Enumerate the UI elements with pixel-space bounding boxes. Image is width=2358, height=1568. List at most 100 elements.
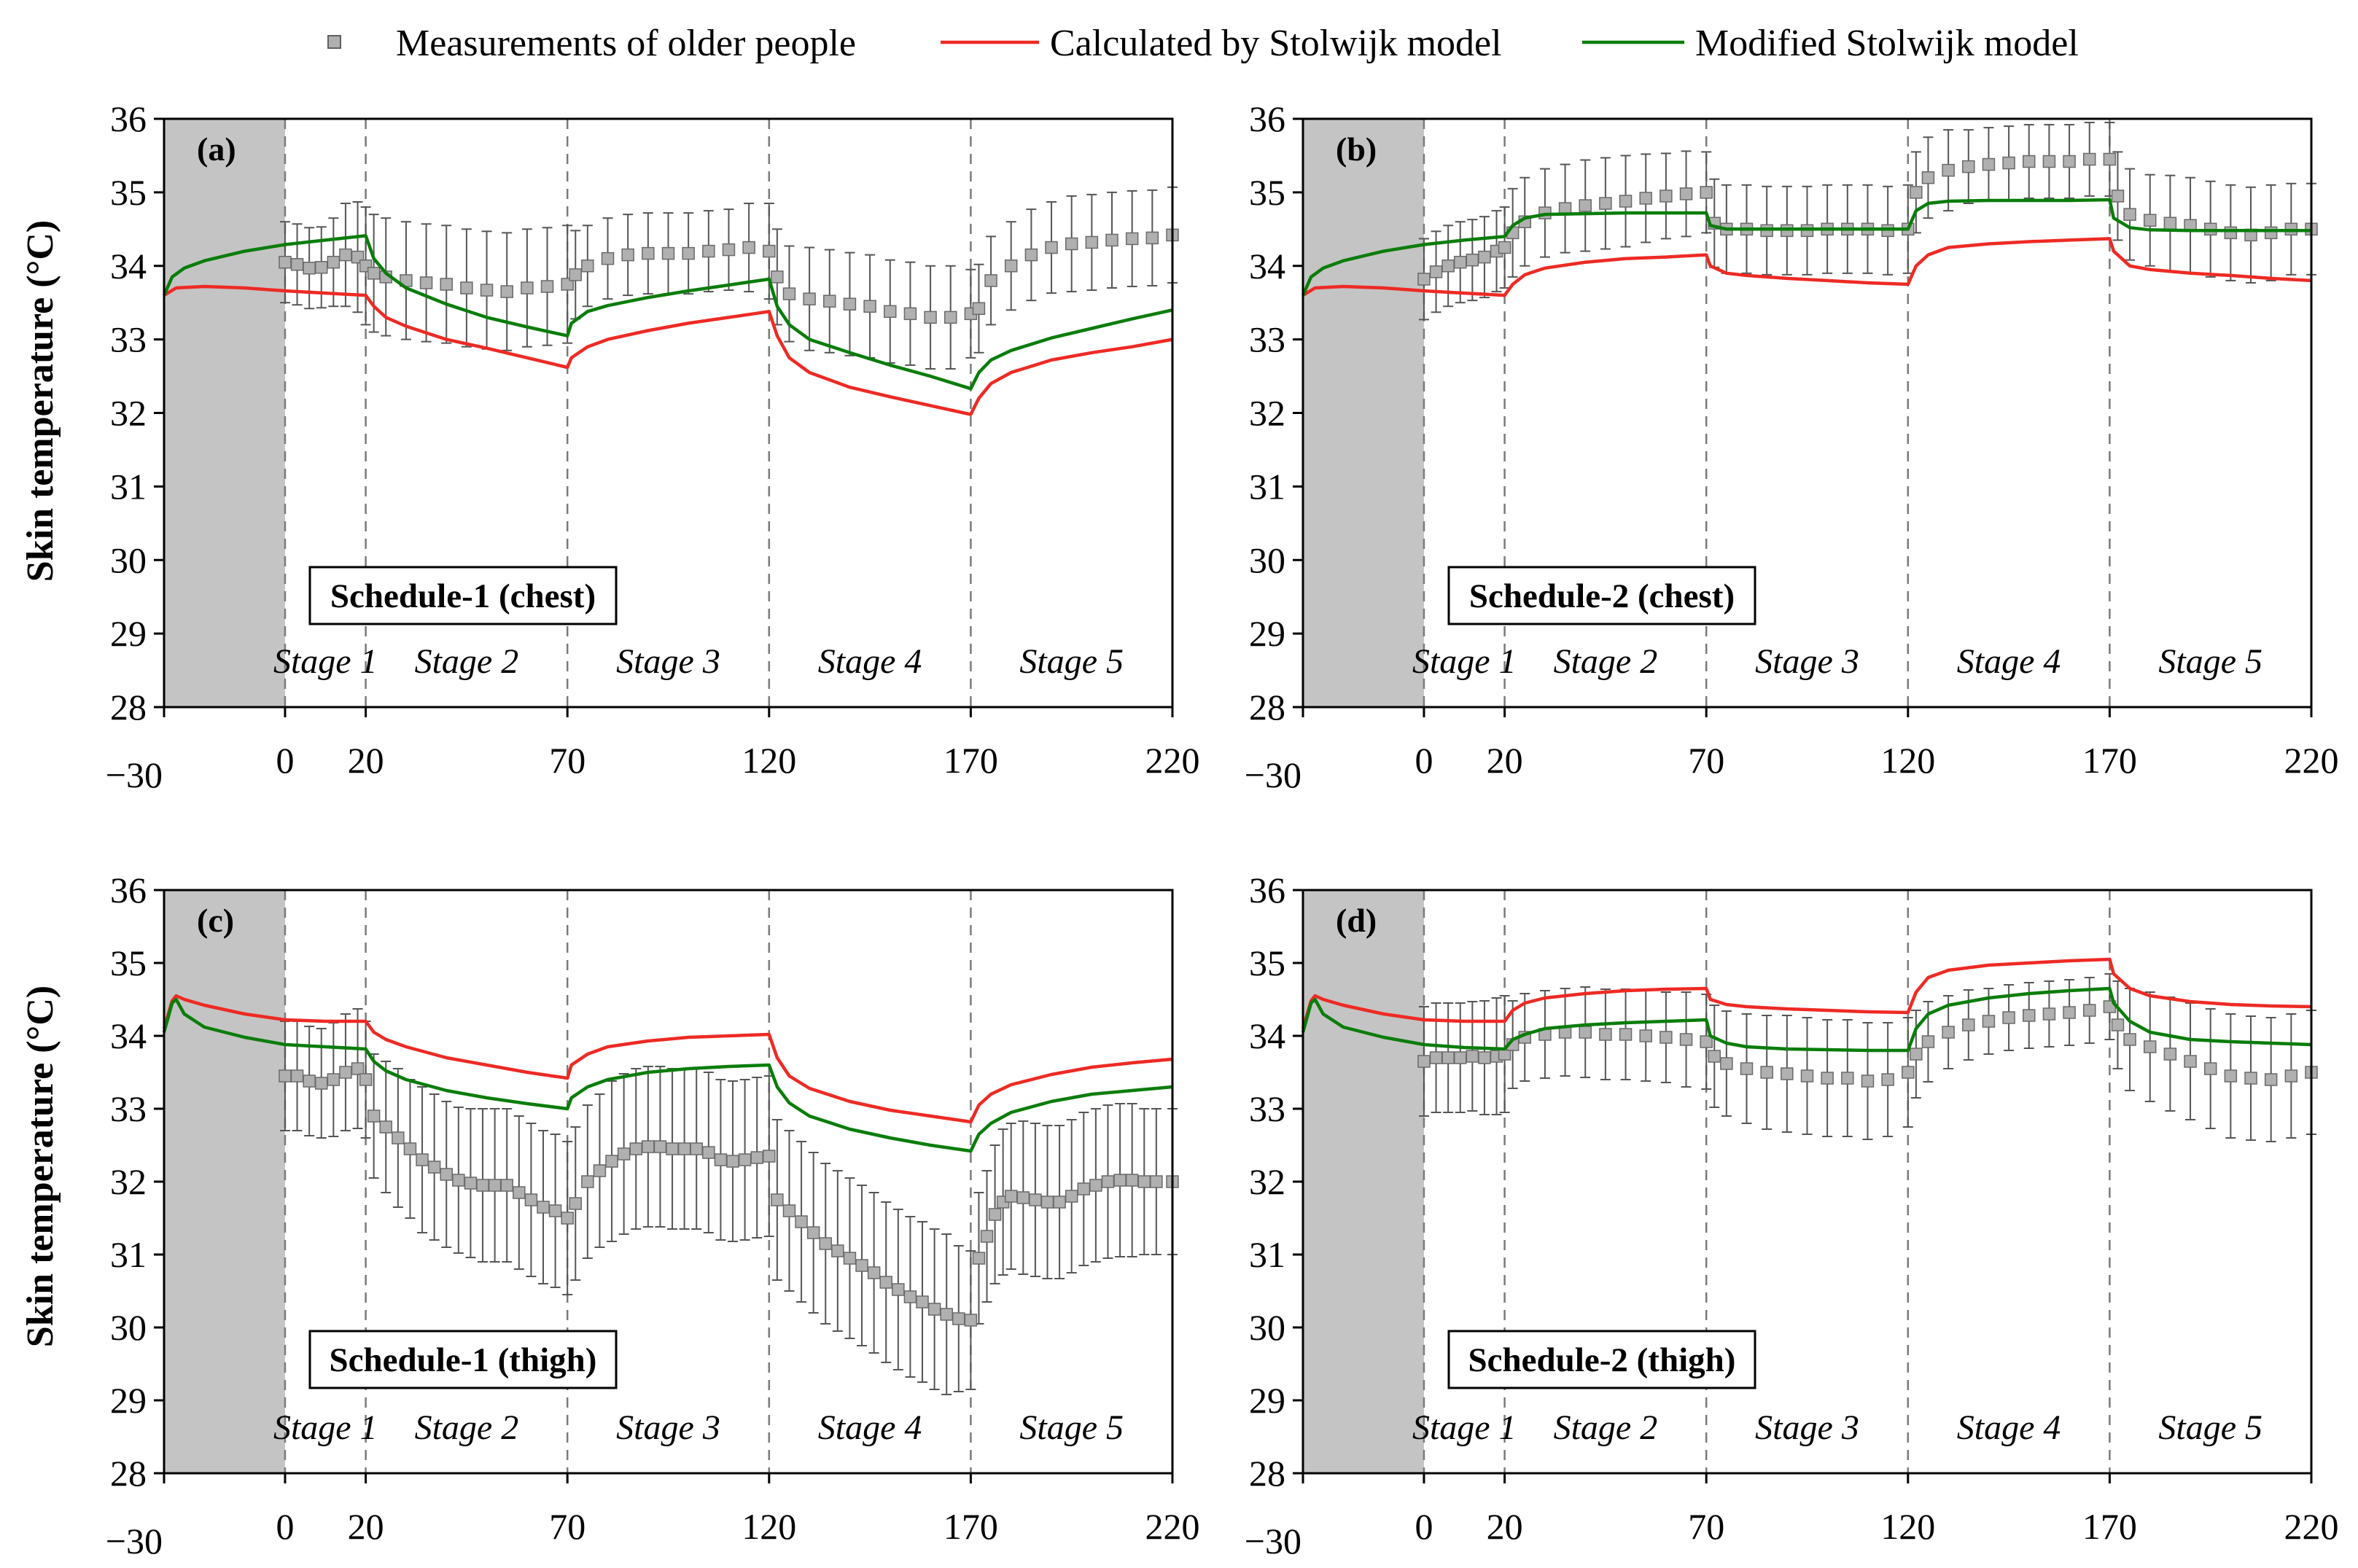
measurement-point bbox=[1040, 1195, 1054, 1209]
measurement-point bbox=[1089, 1179, 1102, 1192]
y-tick-label: 30 bbox=[110, 539, 147, 580]
x-tick-label: 120 bbox=[742, 740, 796, 781]
measurement-point bbox=[279, 255, 292, 269]
y-tick-label: 30 bbox=[1249, 1307, 1285, 1348]
y-tick-label: 32 bbox=[1249, 1161, 1285, 1202]
measurement-point bbox=[2143, 1040, 2157, 1053]
y-tick-label: 36 bbox=[1249, 870, 1285, 910]
y-tick-label: 29 bbox=[1249, 613, 1285, 654]
measurement-point bbox=[1982, 157, 1996, 171]
measurement-point bbox=[763, 244, 776, 258]
measurement-point bbox=[419, 276, 433, 289]
measurement-point bbox=[714, 1153, 728, 1166]
measurement-point bbox=[722, 243, 736, 257]
y-tick-label: 34 bbox=[110, 246, 147, 286]
modified-stolwijk-line bbox=[162, 997, 1173, 1153]
measurement-point bbox=[359, 1073, 373, 1086]
measurement-point bbox=[1105, 233, 1118, 247]
measurement-point bbox=[823, 295, 836, 308]
measurement-point bbox=[480, 284, 494, 297]
stage-label: Stage 4 bbox=[1957, 642, 2061, 681]
legend-label-measurements: Measurements of older people bbox=[396, 23, 856, 64]
measurement-point bbox=[702, 1146, 715, 1159]
stage-label: Stage 3 bbox=[616, 1408, 720, 1447]
measurement-point bbox=[303, 1074, 316, 1088]
measurement-point bbox=[1921, 171, 1935, 184]
x-tick-label: −30 bbox=[106, 754, 163, 795]
measurement-point bbox=[427, 1161, 441, 1174]
measurement-point bbox=[750, 1151, 763, 1164]
y-tick-label: 36 bbox=[110, 870, 147, 910]
y-tick-label: 35 bbox=[110, 172, 147, 213]
x-tick-label: 20 bbox=[348, 1506, 384, 1547]
measurement-point bbox=[452, 1174, 465, 1187]
measurement-point bbox=[327, 255, 341, 269]
y-tick-label: 34 bbox=[1249, 1015, 1285, 1056]
baseline-shaded-region bbox=[1303, 890, 1424, 1473]
measurement-point bbox=[1125, 232, 1139, 246]
measurement-point bbox=[1498, 241, 1511, 254]
measurement-point bbox=[1781, 1067, 1794, 1080]
x-tick-label: 0 bbox=[276, 1506, 294, 1547]
measurement-point bbox=[738, 1153, 752, 1166]
measurement-point bbox=[843, 297, 857, 311]
stage-label: Stage 1 bbox=[1412, 1408, 1517, 1447]
measurement-point bbox=[855, 1259, 868, 1272]
y-tick-label: 30 bbox=[110, 1307, 147, 1348]
measurement-point bbox=[1125, 1174, 1139, 1187]
measurement-point bbox=[1659, 1031, 1673, 1044]
stage-label: Stage 4 bbox=[818, 1408, 922, 1447]
measurement-point bbox=[1113, 1174, 1127, 1187]
measurement-point bbox=[1619, 195, 1633, 208]
stage-label: Stage 5 bbox=[1019, 642, 1124, 681]
measurement-point bbox=[290, 257, 304, 271]
measurement-point bbox=[379, 1120, 393, 1134]
x-tick-label: 20 bbox=[1487, 740, 1523, 781]
stolwijk-model-line bbox=[1301, 237, 2312, 297]
measurement-point bbox=[1045, 241, 1058, 254]
measurement-point bbox=[1579, 199, 1592, 212]
measurement-point bbox=[980, 1230, 994, 1243]
measurement-point bbox=[617, 1147, 631, 1161]
measurement-point bbox=[1429, 1051, 1443, 1064]
y-tick-label: 30 bbox=[1249, 539, 1285, 580]
measurement-point bbox=[1029, 1193, 1042, 1206]
measurement-point bbox=[1145, 231, 1159, 245]
x-tick-label: 220 bbox=[2284, 1506, 2339, 1547]
legend-label-stolwijk: Calculated by Stolwijk model bbox=[1050, 23, 1502, 64]
schedule-label: Schedule-1 (thigh) bbox=[330, 1341, 597, 1379]
measurement-point bbox=[1821, 1072, 1834, 1085]
measurement-point bbox=[601, 251, 615, 265]
y-tick-label: 29 bbox=[1249, 1380, 1285, 1421]
legend-label-modified: Modified Stolwijk model bbox=[1695, 23, 2079, 64]
measurement-point bbox=[1579, 1026, 1592, 1039]
measurement-point bbox=[1016, 1191, 1030, 1204]
measurement-point bbox=[682, 246, 695, 260]
measurement-point bbox=[1137, 1175, 1151, 1188]
measurement-point bbox=[2063, 155, 2076, 168]
measurement-point bbox=[569, 1197, 583, 1210]
stage-label: Stage 2 bbox=[1554, 642, 1658, 681]
measurement-point bbox=[581, 1175, 594, 1188]
measurement-point bbox=[1679, 1033, 1693, 1046]
measurement-point bbox=[314, 261, 328, 274]
y-tick-label: 33 bbox=[1249, 1088, 1285, 1129]
measurement-point bbox=[972, 302, 986, 316]
stage-label: Stage 3 bbox=[1755, 1408, 1859, 1447]
panel-b: 28 29 30 31 32 33 34 35 36 −30 0 20 70 120 170 220 Stage… bbox=[1245, 98, 2339, 795]
y-axis-label-top: Skin temperature (°C) bbox=[20, 220, 61, 582]
measurement-point bbox=[1417, 273, 1431, 286]
measurement-point bbox=[339, 248, 352, 262]
x-tick-label: 220 bbox=[1145, 1506, 1200, 1547]
x-tick-label: −30 bbox=[1245, 1521, 1301, 1561]
schedule-box bbox=[308, 566, 618, 625]
measurement-point bbox=[642, 246, 655, 260]
panel-d: 28 29 30 31 32 33 34 35 36 −30 0 20 70 120 170 220 Stage… bbox=[1245, 870, 2339, 1561]
stage-label: Stage 2 bbox=[1554, 1408, 1658, 1447]
measurement-point bbox=[879, 1276, 892, 1289]
stage-label: Stage 1 bbox=[273, 642, 378, 681]
measurement-point bbox=[927, 1303, 941, 1316]
x-tick-label: 70 bbox=[1688, 1506, 1724, 1547]
x-tick-label: 120 bbox=[742, 1506, 796, 1547]
